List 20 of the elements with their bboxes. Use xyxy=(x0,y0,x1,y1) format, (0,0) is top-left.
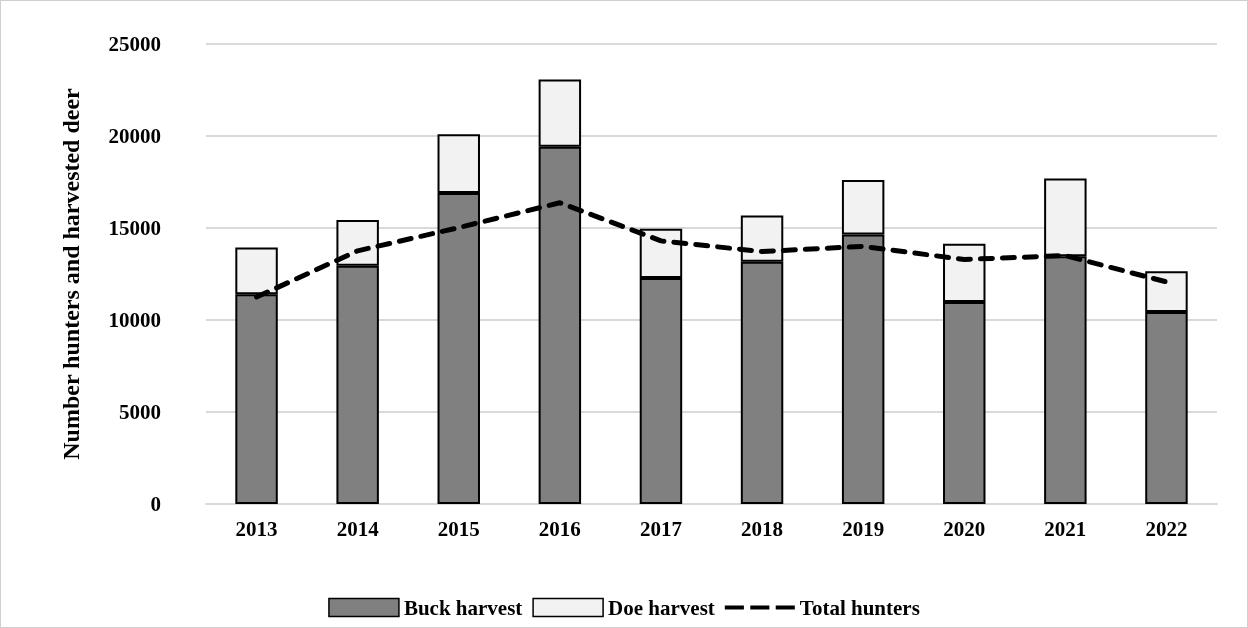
x-tick-label: 2021 xyxy=(1044,516,1087,541)
y-axis-title: Number hunters and harvested deer xyxy=(58,87,84,460)
y-tick-label: 20000 xyxy=(108,124,161,148)
legend-label: Buck harvest xyxy=(403,595,523,620)
x-tick-label: 2019 xyxy=(842,516,885,541)
x-tick-label: 2020 xyxy=(943,516,986,541)
y-tick-label: 25000 xyxy=(108,32,161,56)
x-tick-label: 2022 xyxy=(1145,516,1188,541)
x-tick-label: 2018 xyxy=(741,516,784,541)
legend-label: Total hunters xyxy=(799,595,920,620)
y-tick-label: 10000 xyxy=(108,308,161,332)
x-tick-label: 2016 xyxy=(538,516,581,541)
legend-label: Doe harvest xyxy=(608,595,715,620)
x-tick-label: 2015 xyxy=(437,516,480,541)
x-tick-label: 2014 xyxy=(336,516,380,541)
y-tick-label: 15000 xyxy=(108,216,161,240)
y-tick-label: 0 xyxy=(150,492,161,516)
x-tick-label: 2013 xyxy=(235,516,278,541)
x-tick-label: 2017 xyxy=(639,516,682,541)
y-tick-label: 5000 xyxy=(119,400,161,424)
